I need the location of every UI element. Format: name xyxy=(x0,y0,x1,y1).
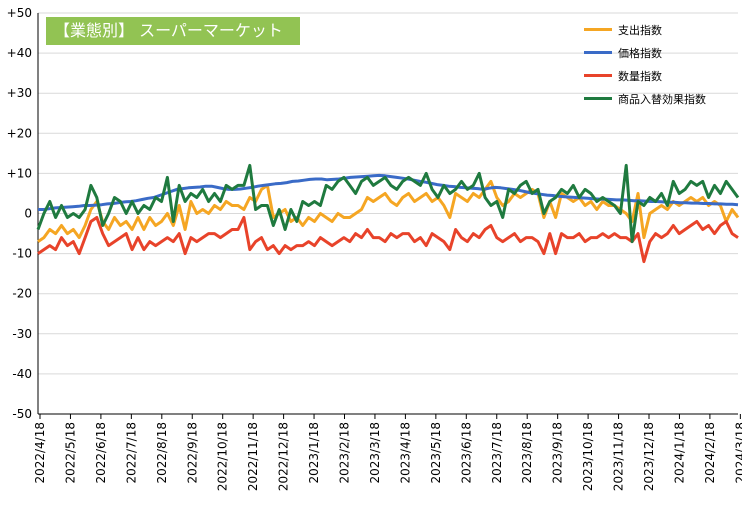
y-tick-label: -40 xyxy=(12,367,32,381)
legend-item-replacement: 商品入替効果指数 xyxy=(584,87,734,110)
y-axis-ticks: +50 +40 +30 +20 +10 0 -10 -20 -30 -40 -50 xyxy=(7,6,32,421)
x-tick-label: 2023/10/18 xyxy=(581,422,595,491)
x-tick-label: 2023/7/18 xyxy=(490,422,504,484)
legend-label-replacement: 商品入替効果指数 xyxy=(618,92,706,106)
y-tick-label: -10 xyxy=(12,247,32,261)
x-tick-label: 2023/1/18 xyxy=(307,422,321,484)
x-tick-label: 2024/3/18 xyxy=(733,422,742,484)
x-tick-label: 2022/4/18 xyxy=(33,422,47,484)
x-tick-label: 2023/8/18 xyxy=(520,422,534,484)
y-tick-label: -30 xyxy=(12,327,32,341)
x-tick-label: 2024/2/18 xyxy=(703,422,717,484)
series-line-2 xyxy=(37,216,739,264)
y-tick-label: +50 xyxy=(7,6,32,20)
grid-lines xyxy=(37,12,738,415)
legend-label-quantity: 数量指数 xyxy=(618,69,662,83)
x-tick-label: 2023/12/18 xyxy=(642,422,656,491)
y-tick-label: +20 xyxy=(7,126,32,140)
y-tick-label: -20 xyxy=(12,287,32,301)
x-tick-label: 2023/3/18 xyxy=(368,422,382,484)
legend-swatch-price xyxy=(584,51,612,54)
x-tick-label: 2022/8/18 xyxy=(155,422,169,484)
x-tick-label: 2022/9/18 xyxy=(185,422,199,484)
y-tick-label: -50 xyxy=(12,407,32,421)
series-lines xyxy=(36,163,740,264)
x-tick-label: 2023/9/18 xyxy=(551,422,565,484)
legend-item-price: 価格指数 xyxy=(584,41,734,64)
x-tick-label: 2023/11/18 xyxy=(612,422,626,491)
legend-label-price: 価格指数 xyxy=(618,46,662,60)
x-tick-label: 2023/4/18 xyxy=(398,422,412,484)
x-tick-label: 2022/11/18 xyxy=(246,422,260,491)
x-tick-label: 2023/5/18 xyxy=(429,422,443,484)
x-tick-label: 2023/2/18 xyxy=(338,422,352,484)
legend-swatch-spending xyxy=(584,28,612,31)
series-line-3 xyxy=(36,163,740,244)
legend: 支出指数 価格指数 数量指数 商品入替効果指数 xyxy=(584,18,734,110)
y-tick-label: +10 xyxy=(7,166,32,180)
y-tick-label: +40 xyxy=(7,46,32,60)
legend-item-spending: 支出指数 xyxy=(584,18,734,41)
x-tick-label: 2022/12/18 xyxy=(277,422,291,491)
chart-title: 【業態別】 スーパーマーケット xyxy=(46,17,300,45)
x-tick-label: 2022/6/18 xyxy=(94,422,108,484)
legend-swatch-quantity xyxy=(584,74,612,77)
legend-label-spending: 支出指数 xyxy=(618,23,662,37)
y-tick-label: 0 xyxy=(24,207,32,221)
y-tick-label: +30 xyxy=(7,86,32,100)
x-axis-ticks: 2022/4/18 2022/5/18 2022/6/18 2022/7/18 2022… xyxy=(33,414,742,491)
legend-swatch-replacement xyxy=(584,97,612,100)
x-tick-label: 2022/5/18 xyxy=(63,422,77,484)
x-tick-label: 2022/10/18 xyxy=(216,422,230,491)
legend-item-quantity: 数量指数 xyxy=(584,64,734,87)
x-tick-label: 2022/7/18 xyxy=(124,422,138,484)
x-tick-label: 2023/6/18 xyxy=(459,422,473,484)
x-tick-label: 2024/1/18 xyxy=(672,422,686,484)
